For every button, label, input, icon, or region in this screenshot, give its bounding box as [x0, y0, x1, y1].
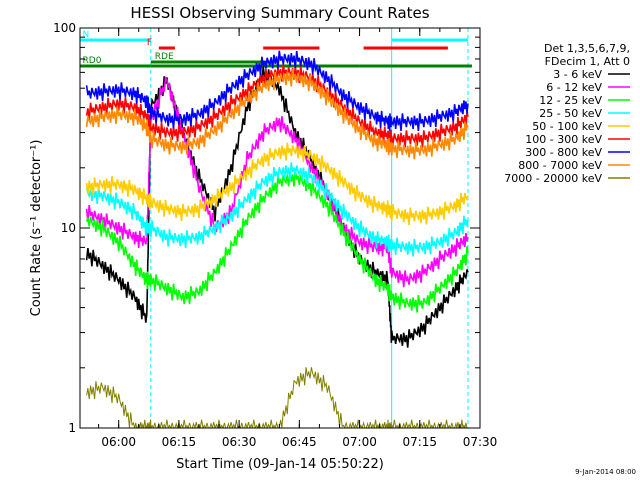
x-axis-label: Start Time (09-Jan-14 05:50:22) [176, 457, 384, 472]
legend-entry-label: 7000 - 20000 keV [504, 172, 602, 185]
x-tick-label: 07:00 [342, 435, 377, 449]
series-line-0 [85, 66, 469, 348]
series-line-4 [85, 142, 469, 226]
x-tick-label: 06:30 [222, 435, 257, 449]
legend-title: FDecim 1, Att 0 [545, 55, 630, 68]
x-tick-label: 06:00 [101, 435, 136, 449]
y-tick-label: 100 [53, 21, 76, 35]
x-tick-label: 06:45 [282, 435, 317, 449]
legend: Det 1,3,5,6,7,9,FDecim 1, Att 03 - 6 keV… [504, 42, 630, 185]
legend-entry-label: 50 - 100 keV [532, 120, 602, 133]
legend-entry-label: 100 - 300 keV [525, 133, 602, 146]
legend-entry-label: 300 - 800 keV [525, 146, 602, 159]
series-line-2 [85, 168, 469, 313]
legend-entry-label: 12 - 25 keV [539, 94, 602, 107]
series-line-7 [85, 68, 469, 160]
flag-label: RD0 [83, 56, 102, 66]
flag-label: N [83, 30, 90, 40]
legend-entry-label: 25 - 50 keV [539, 107, 602, 120]
legend-entry-label: 800 - 7000 keV [518, 159, 602, 172]
x-tick-label: 07:15 [402, 435, 437, 449]
x-tick-label: 07:30 [463, 435, 498, 449]
y-tick-label: 10 [61, 221, 76, 235]
chart-title: HESSI Observing Summary Count Rates [130, 4, 429, 22]
y-tick-label: 1 [68, 421, 76, 435]
legend-entry-label: 6 - 12 keV [546, 81, 602, 94]
flag-label: F [147, 38, 152, 48]
flag-label: RDE [155, 52, 174, 62]
footer-timestamp: 9-Jan-2014 08:00 [575, 468, 636, 476]
legend-title: Det 1,3,5,6,7,9, [544, 42, 630, 55]
legend-entry-label: 3 - 6 keV [553, 68, 602, 81]
x-tick-label: 06:15 [162, 435, 197, 449]
series-line-3 [85, 162, 469, 257]
series-line-8 [86, 367, 468, 428]
series-line-5 [85, 63, 469, 148]
series-line-6 [85, 50, 469, 131]
y-axis-label: Count Rate (s⁻¹ detector⁻¹) [29, 140, 44, 317]
